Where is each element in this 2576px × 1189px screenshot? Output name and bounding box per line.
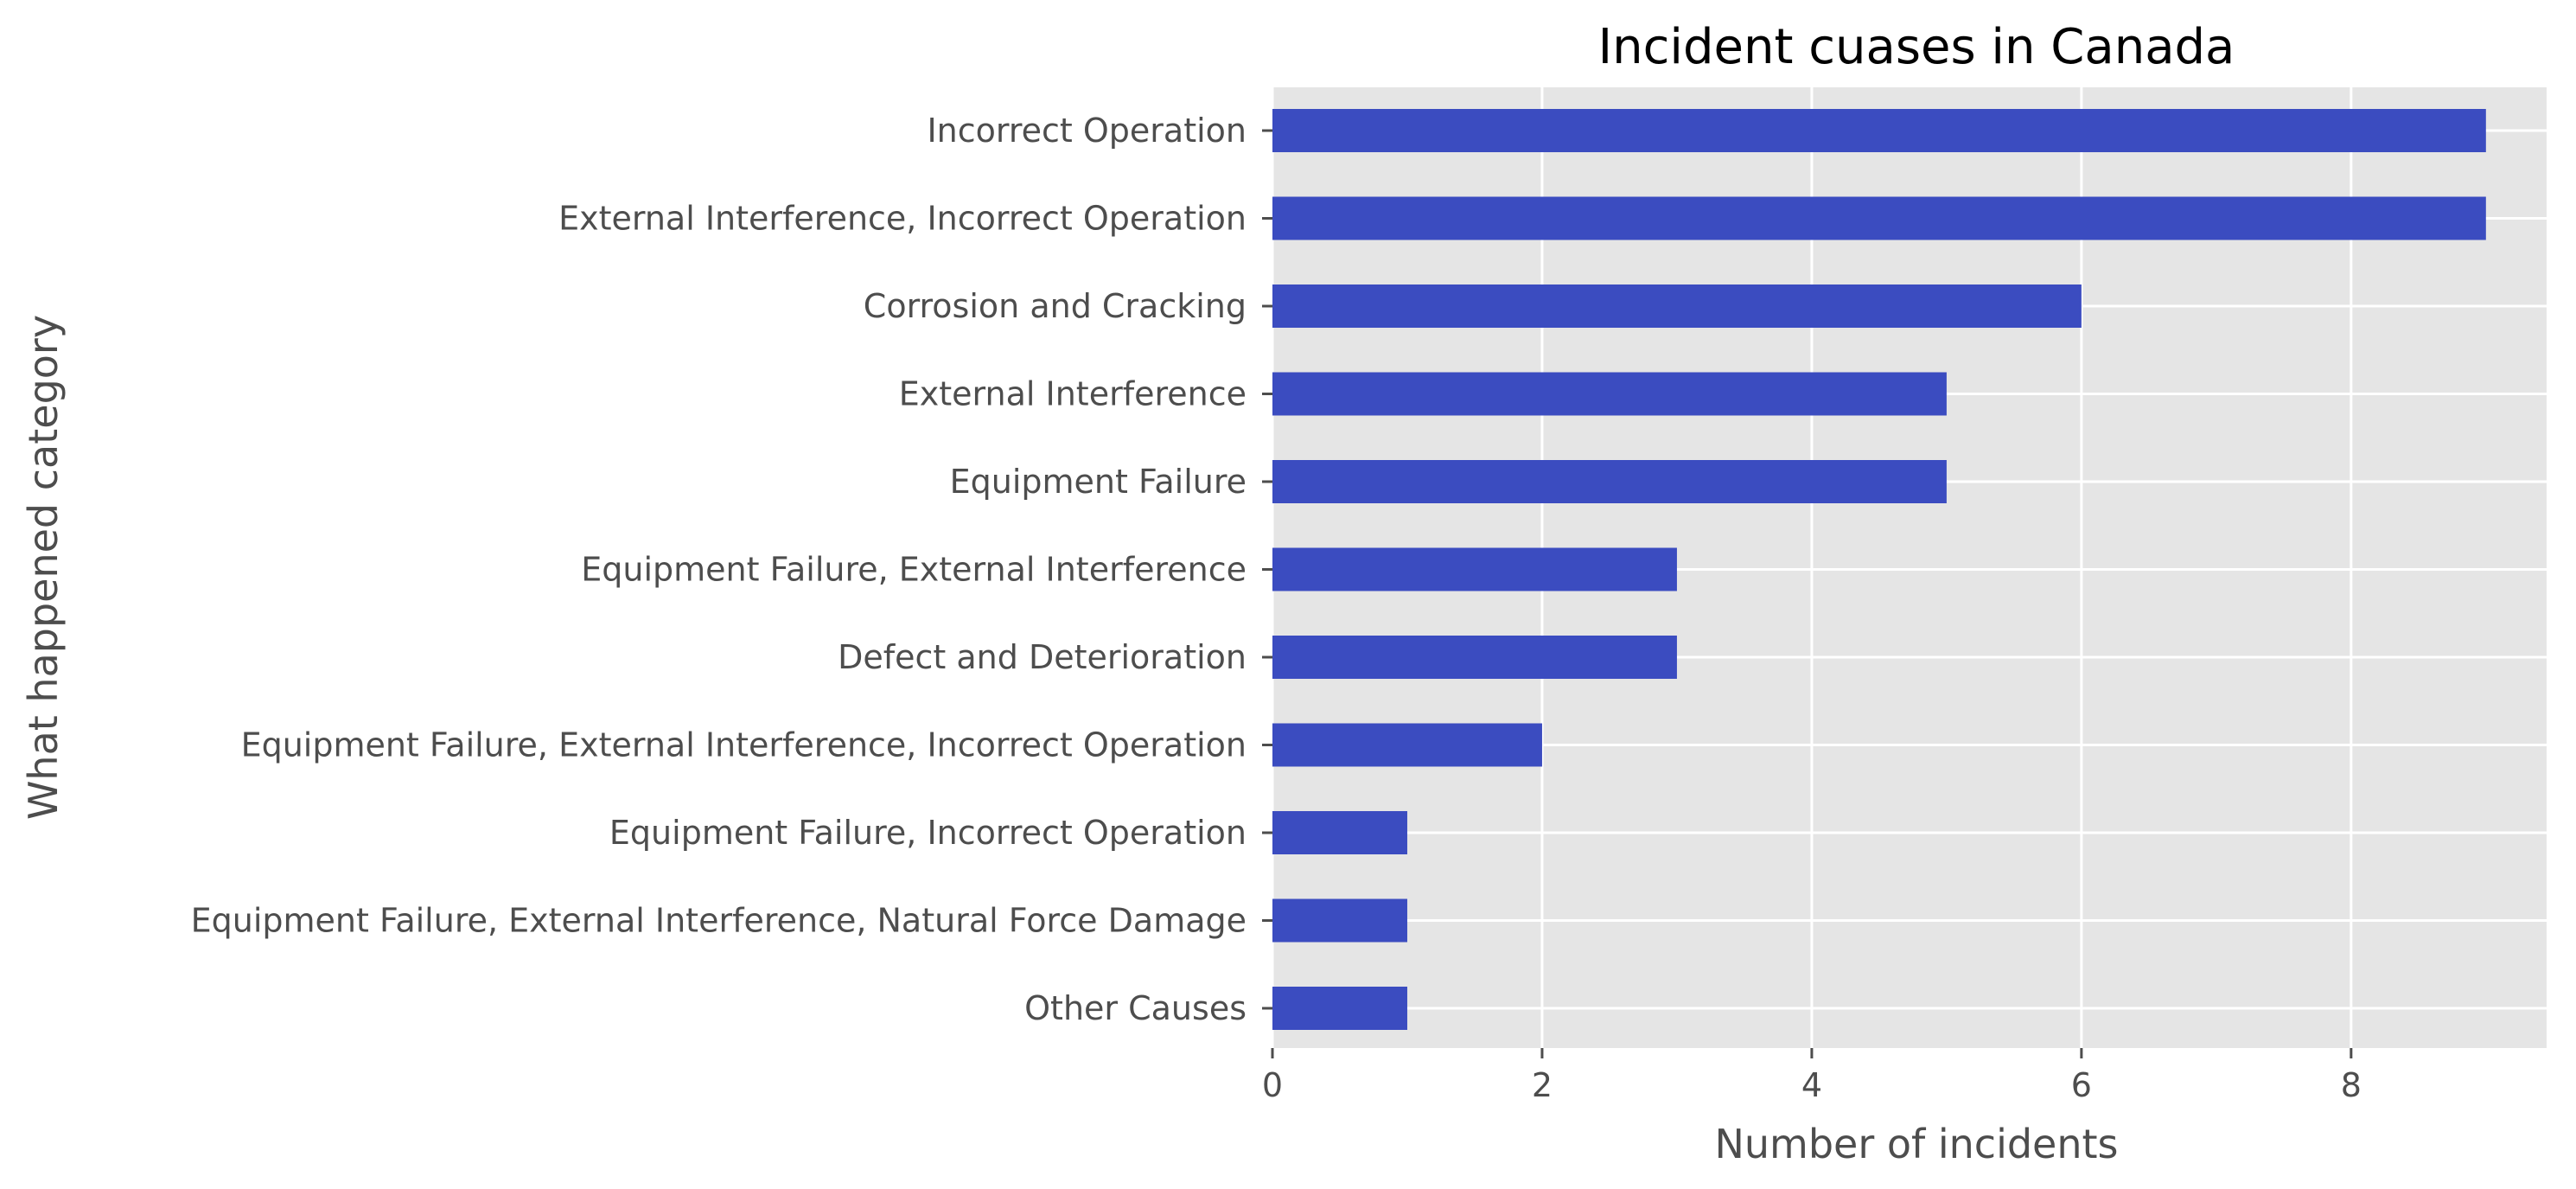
bar xyxy=(1272,811,1407,854)
y-tick-label: Other Causes xyxy=(1024,989,1247,1027)
bar xyxy=(1272,547,1677,591)
y-tick-label: Equipment Failure xyxy=(950,463,1247,501)
bar xyxy=(1272,460,1947,503)
y-tick-label: External Interference xyxy=(899,375,1247,413)
x-tick-label: 8 xyxy=(2341,1066,2362,1104)
bars xyxy=(1272,109,2486,1030)
x-tick-label: 6 xyxy=(2071,1066,2092,1104)
bar xyxy=(1272,987,1407,1030)
bar xyxy=(1272,284,2082,328)
x-axis-ticks: 0 2 4 6 8 xyxy=(1262,1048,2362,1104)
chart-title: Incident cuases in Canada xyxy=(1598,19,2235,75)
x-tick-label: 4 xyxy=(1801,1066,1822,1104)
y-axis-ticks: Incorrect Operation External Interference… xyxy=(191,112,1272,1027)
y-tick-label: Incorrect Operation xyxy=(927,112,1247,150)
y-tick-label: Equipment Failure, External Interference xyxy=(581,551,1247,589)
bar xyxy=(1272,372,1947,416)
y-tick-label: Equipment Failure, Incorrect Operation xyxy=(609,814,1247,852)
y-tick-label: Corrosion and Cracking xyxy=(864,287,1247,325)
x-tick-label: 0 xyxy=(1262,1066,1283,1104)
y-tick-label: External Interference, Incorrect Operati… xyxy=(558,200,1247,238)
bar xyxy=(1272,636,1677,679)
y-axis-label: What happened category xyxy=(20,315,67,820)
y-tick-label: Equipment Failure, External Interference… xyxy=(191,902,1247,940)
x-axis-label: Number of incidents xyxy=(1714,1121,2118,1167)
bar xyxy=(1272,196,2486,240)
bar xyxy=(1272,109,2486,152)
bar xyxy=(1272,723,1542,767)
y-tick-label: Equipment Failure, External Interference… xyxy=(241,726,1247,764)
x-tick-label: 2 xyxy=(1532,1066,1553,1104)
bar xyxy=(1272,898,1407,943)
y-tick-label: Defect and Deterioration xyxy=(838,638,1247,676)
